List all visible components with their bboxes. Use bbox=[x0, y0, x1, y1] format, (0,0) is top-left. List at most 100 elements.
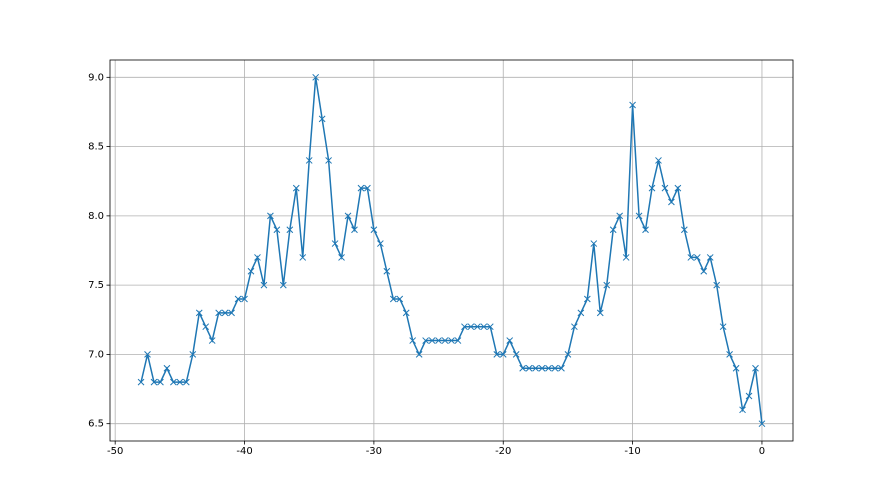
y-tick-label: 8.5 bbox=[88, 142, 104, 153]
marker bbox=[467, 323, 475, 331]
marker bbox=[338, 254, 345, 261]
y-tick-label: 8.0 bbox=[88, 211, 104, 222]
marker bbox=[545, 364, 552, 372]
marker bbox=[157, 378, 164, 386]
marker bbox=[752, 364, 759, 372]
y-tick-label: 9.0 bbox=[88, 72, 104, 83]
marker bbox=[719, 323, 727, 331]
marker bbox=[448, 337, 455, 344]
marker bbox=[228, 309, 235, 317]
marker bbox=[499, 351, 507, 358]
x-tick-label: -10 bbox=[624, 446, 640, 457]
marker bbox=[234, 295, 242, 303]
marker bbox=[182, 378, 190, 386]
marker bbox=[538, 364, 546, 372]
x-tick-label: 0 bbox=[759, 446, 765, 457]
marker bbox=[377, 240, 384, 247]
marker bbox=[189, 351, 197, 358]
marker bbox=[642, 226, 649, 234]
y-tick-label: 6.5 bbox=[88, 419, 104, 430]
marker bbox=[577, 309, 585, 317]
marker bbox=[273, 226, 281, 234]
marker bbox=[551, 364, 559, 372]
marker bbox=[409, 337, 417, 344]
marker bbox=[603, 281, 611, 289]
marker bbox=[583, 295, 591, 303]
marker bbox=[655, 157, 662, 164]
plot-frame bbox=[109, 59, 794, 442]
marker bbox=[137, 378, 145, 386]
marker bbox=[150, 378, 158, 386]
marker bbox=[422, 337, 429, 344]
marker bbox=[454, 337, 462, 344]
marker bbox=[215, 309, 223, 317]
marker bbox=[758, 420, 766, 428]
marker bbox=[260, 281, 268, 289]
x-tick-label: -30 bbox=[366, 446, 382, 457]
x-tick-label: -50 bbox=[107, 446, 123, 457]
marker bbox=[176, 378, 184, 386]
marker bbox=[590, 240, 598, 247]
marker bbox=[596, 309, 604, 317]
marker bbox=[299, 254, 307, 261]
marker bbox=[441, 337, 449, 344]
marker bbox=[286, 226, 294, 234]
marker bbox=[279, 281, 287, 289]
marker bbox=[318, 115, 326, 123]
marker bbox=[532, 364, 539, 372]
marker bbox=[706, 254, 714, 261]
marker bbox=[428, 337, 436, 344]
marker bbox=[241, 295, 248, 303]
marker bbox=[622, 254, 630, 261]
marker bbox=[389, 295, 397, 303]
marker bbox=[144, 351, 151, 358]
marker bbox=[674, 184, 682, 192]
marker bbox=[292, 184, 300, 192]
marker bbox=[745, 392, 753, 400]
y-tick-label: 7.5 bbox=[88, 280, 104, 291]
marker bbox=[247, 267, 255, 275]
marker bbox=[202, 323, 210, 331]
marker bbox=[700, 267, 708, 275]
marker bbox=[344, 212, 352, 220]
marker bbox=[687, 254, 695, 261]
marker bbox=[383, 267, 391, 275]
marker bbox=[267, 212, 274, 220]
marker bbox=[493, 351, 501, 358]
marker bbox=[635, 212, 643, 220]
marker bbox=[415, 351, 423, 358]
marker bbox=[726, 351, 733, 358]
marker bbox=[668, 198, 675, 206]
marker bbox=[616, 212, 624, 220]
marker bbox=[525, 364, 533, 372]
marker bbox=[609, 226, 617, 234]
marker bbox=[351, 226, 358, 234]
x-tick-label: -20 bbox=[495, 446, 511, 457]
marker bbox=[571, 323, 578, 331]
marker bbox=[564, 351, 572, 358]
marker bbox=[357, 184, 365, 192]
marker bbox=[512, 351, 520, 358]
marker bbox=[435, 337, 442, 344]
marker bbox=[661, 184, 669, 192]
marker bbox=[680, 226, 688, 234]
marker bbox=[519, 364, 526, 372]
marker bbox=[558, 364, 565, 372]
marker bbox=[312, 73, 320, 81]
marker bbox=[732, 364, 740, 372]
marker bbox=[486, 323, 494, 331]
y-tick-label: 7.0 bbox=[88, 349, 104, 360]
marker bbox=[221, 309, 229, 317]
marker bbox=[713, 281, 721, 289]
marker bbox=[254, 254, 261, 261]
marker bbox=[364, 184, 371, 192]
marker bbox=[325, 157, 332, 164]
marker bbox=[208, 337, 216, 344]
marker bbox=[648, 184, 656, 192]
marker bbox=[480, 323, 488, 331]
marker bbox=[331, 240, 339, 247]
marker bbox=[402, 309, 410, 317]
data-line bbox=[140, 77, 763, 424]
marker bbox=[739, 406, 746, 414]
marker bbox=[305, 157, 313, 164]
